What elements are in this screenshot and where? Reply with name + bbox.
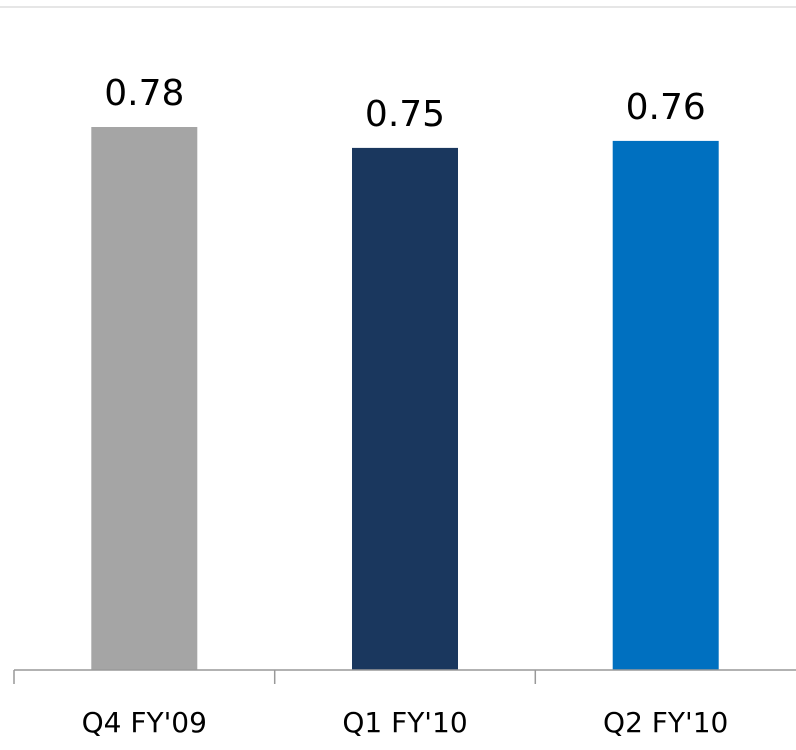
x-axis: Q4 FY'09 Q1 FY'10 Q2 FY'10 — [13, 669, 796, 739]
category-label-2: Q1 FY'10 — [342, 706, 467, 739]
value-labels-layer: 0.78 0.75 0.76 — [104, 73, 706, 135]
value-label-1: 0.78 — [104, 73, 184, 114]
bar-3 — [612, 140, 719, 670]
value-label-2: 0.75 — [365, 94, 445, 135]
category-label-3: Q2 FY'10 — [603, 706, 728, 739]
value-label-3: 0.76 — [626, 87, 706, 128]
bar-1 — [91, 127, 198, 670]
bar-2 — [352, 147, 458, 670]
bars-layer — [91, 127, 719, 670]
category-label-1: Q4 FY'09 — [82, 706, 207, 739]
